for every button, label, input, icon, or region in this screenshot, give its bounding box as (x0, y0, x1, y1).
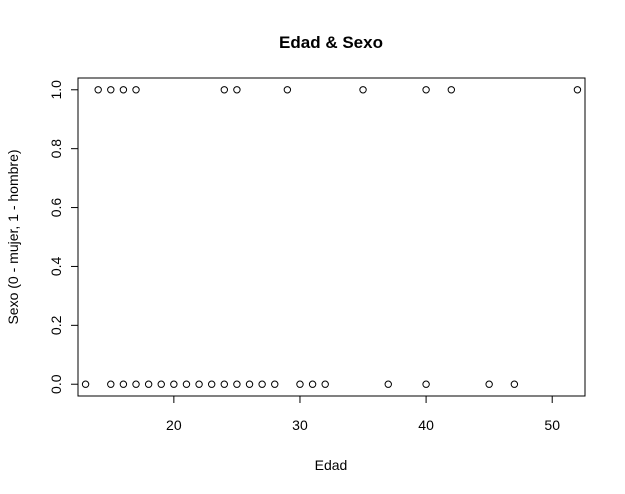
x-tick-label: 50 (544, 417, 560, 433)
data-point (207, 380, 216, 388)
data-point (233, 86, 241, 94)
data-point (119, 86, 128, 94)
data-point (271, 380, 279, 388)
x-axis-label: Edad (315, 457, 348, 473)
data-point (422, 380, 430, 388)
data-point (107, 86, 115, 94)
data-point (132, 86, 140, 94)
data-point (283, 86, 292, 94)
data-point (81, 380, 90, 388)
data-point (94, 86, 102, 94)
data-point (258, 380, 266, 388)
data-point (296, 380, 304, 388)
chart-title: Edad & Sexo (279, 33, 383, 52)
data-point (359, 86, 367, 94)
x-axis: 20 30 40 50 (166, 395, 560, 433)
data-point (107, 380, 115, 388)
data-point (144, 380, 153, 388)
x-tick-label: 40 (418, 417, 434, 433)
y-axis-label: Sexo (0 - mujer, 1 - hombre) (5, 149, 21, 324)
data-point (195, 380, 203, 388)
data-point (182, 380, 191, 388)
plot-frame (77, 77, 586, 397)
y-tick-label: 1.0 (48, 80, 64, 100)
data-point (157, 380, 165, 388)
data-point (132, 380, 140, 388)
data-point (245, 380, 254, 388)
y-tick-label: 0.8 (48, 139, 64, 159)
data-point (485, 380, 493, 388)
data-point (321, 380, 329, 388)
data-point (573, 86, 582, 94)
y-tick-label: 0.6 (48, 198, 64, 218)
y-tick-label: 0.4 (48, 257, 64, 277)
x-tick-label: 20 (166, 417, 182, 433)
data-point (384, 380, 392, 388)
data-point (220, 86, 228, 94)
y-axis: 0.0 0.2 0.4 0.6 0.8 1.0 (48, 80, 79, 394)
data-point (422, 86, 430, 94)
x-tick-label: 30 (292, 417, 308, 433)
data-point (308, 380, 317, 388)
data-point (447, 86, 456, 94)
data-point (119, 380, 128, 388)
data-point (510, 380, 519, 388)
y-tick-label: 0.0 (48, 374, 64, 394)
data-point (170, 380, 178, 388)
data-points (81, 86, 582, 388)
data-point (233, 380, 241, 388)
y-tick-label: 0.2 (48, 315, 64, 335)
data-point (220, 380, 228, 388)
